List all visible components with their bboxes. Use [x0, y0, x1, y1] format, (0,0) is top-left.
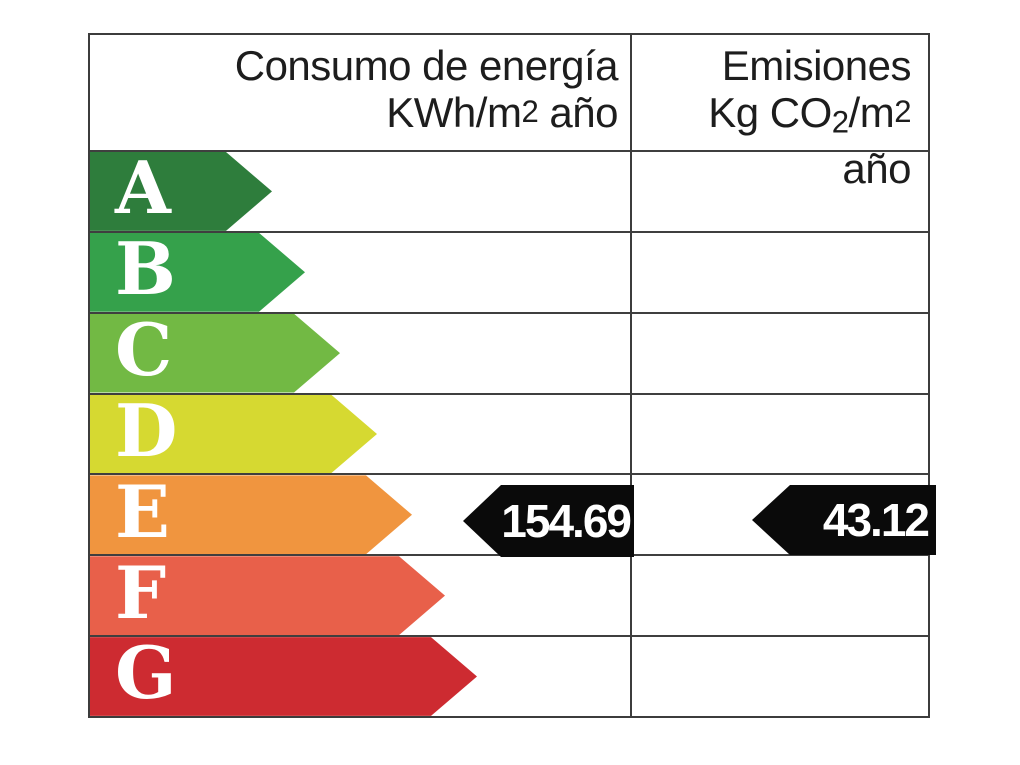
rating-rows: A B C D E [90, 150, 928, 716]
consumption-header-line2: KWh/m2 año [386, 88, 618, 136]
rating-arrow-g: G [90, 637, 477, 716]
emissions-header-line2: Kg CO2/m2 año [708, 88, 911, 192]
rating-letter-d: D [115, 387, 178, 473]
emissions-value-marker: 43.12 [752, 485, 936, 555]
emissions-value: 43.12 [822, 494, 930, 546]
rating-letter-g: G [115, 630, 177, 716]
rating-row-b: B [90, 230, 928, 312]
rating-letter-e: E [115, 468, 170, 554]
rating-row-a: A [90, 150, 928, 231]
rating-arrow-c: C [90, 314, 340, 393]
rating-letter-c: C [115, 307, 173, 393]
rating-row-f: F [90, 554, 928, 635]
rating-letter-b: B [115, 226, 176, 312]
consumption-value: 154.69 [501, 495, 632, 547]
table-header: Consumo de energía KWh/m2 año Emisiones … [90, 35, 928, 192]
rating-letter-a: A [115, 145, 171, 231]
rating-arrow-b: B [90, 233, 305, 312]
rating-row-g: G [90, 635, 928, 716]
rating-arrow-f: F [90, 556, 445, 635]
square-superscript: 2 [894, 94, 911, 129]
rating-arrow-d: D [90, 395, 377, 474]
emissions-column-header: Emisiones Kg CO2/m2 año [632, 35, 928, 192]
emissions-header-line1: Emisiones [721, 42, 912, 89]
rating-arrow-a: A [90, 152, 272, 231]
rating-row-e: E [90, 473, 928, 554]
square-superscript: 2 [521, 94, 539, 129]
rating-row-c: C [90, 311, 928, 393]
co2-subscript: 2 [831, 104, 849, 140]
consumption-header-line1: Consumo de energía [234, 42, 619, 89]
rating-letter-f: F [115, 549, 167, 635]
column-divider [630, 35, 632, 716]
consumption-column-header: Consumo de energía KWh/m2 año [90, 35, 632, 150]
consumption-value-marker: 154.69 [463, 485, 634, 557]
energy-rating-table: Consumo de energía KWh/m2 año Emisiones … [88, 33, 936, 718]
rating-arrow-e: E [90, 475, 412, 554]
rating-row-d: D [90, 392, 928, 474]
